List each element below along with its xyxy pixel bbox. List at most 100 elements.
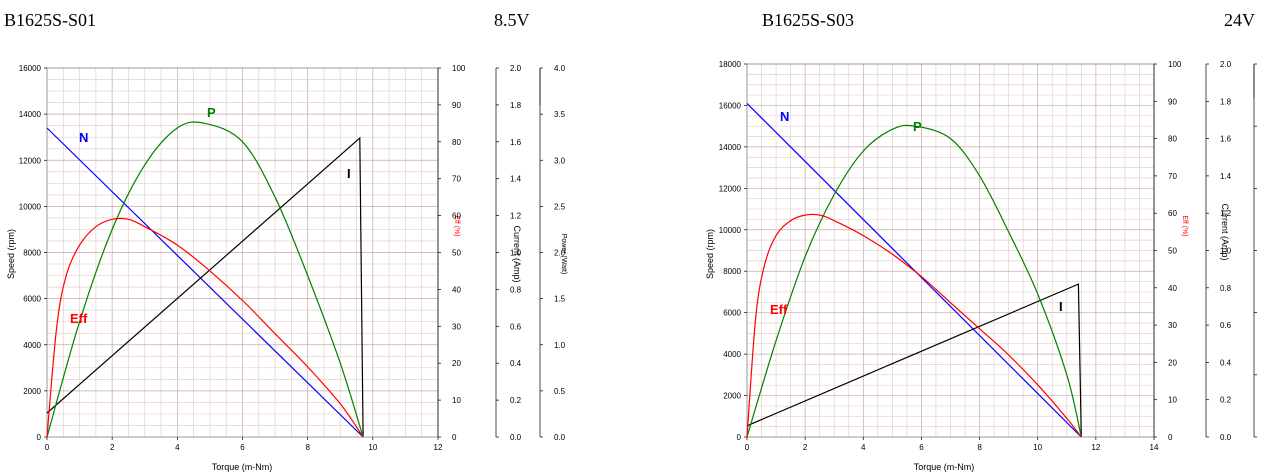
eff-tick-label: 50 bbox=[1168, 247, 1177, 256]
plot-area: 0 2 4 6 8 10 12 0 2000 4000 6000 8000 10000 12000 1400… bbox=[19, 64, 566, 452]
eff-tick-label: 30 bbox=[452, 322, 461, 331]
eff-tick-label: 20 bbox=[1168, 358, 1177, 367]
current-tick-label: 1.8 bbox=[510, 101, 522, 110]
eff-tick-label: 60 bbox=[452, 212, 461, 221]
current-tick-label: 0.0 bbox=[510, 433, 522, 442]
current-axis-label: Current (Amp) bbox=[1220, 203, 1230, 260]
speed-tick-label: 12000 bbox=[719, 184, 742, 193]
eff-tick-label: 50 bbox=[452, 249, 461, 258]
power-tick-label: 3.0 bbox=[554, 156, 566, 165]
eff-tick-label: 10 bbox=[452, 396, 461, 405]
eff-tick-label: 60 bbox=[1168, 209, 1177, 218]
speed-tick-label: 18000 bbox=[719, 60, 742, 69]
x-tick-label: 2 bbox=[803, 443, 808, 452]
current-tick-label: 1.0 bbox=[510, 249, 522, 258]
series-label-n: N bbox=[780, 109, 789, 124]
x-tick-label: 12 bbox=[434, 443, 443, 452]
speed-tick-label: 16000 bbox=[19, 64, 42, 73]
current-tick-label: 2.0 bbox=[510, 64, 522, 73]
x-axis-label: Torque (m-Nm) bbox=[914, 462, 975, 472]
current-tick-label: 1.4 bbox=[1220, 172, 1232, 181]
series-line-i bbox=[46, 136, 364, 438]
eff-tick-label: 100 bbox=[1168, 60, 1182, 69]
eff-tick-label: 40 bbox=[1168, 284, 1177, 293]
x-tick-label: 8 bbox=[977, 443, 982, 452]
power-axis-label: Power (Watt) bbox=[560, 234, 567, 275]
series-label-eff: Eff bbox=[70, 311, 88, 326]
eff-tick-label: 90 bbox=[1168, 97, 1177, 106]
x-tick-label: 4 bbox=[861, 443, 866, 452]
eff-tick-label: 30 bbox=[1168, 321, 1177, 330]
x-tick-label: 6 bbox=[919, 443, 924, 452]
series-line-eff bbox=[46, 217, 364, 438]
speed-tick-label: 2000 bbox=[723, 392, 741, 401]
x-tick-label: 8 bbox=[305, 443, 310, 452]
speed-tick-label: 10000 bbox=[19, 202, 42, 211]
x-tick-label: 10 bbox=[368, 443, 377, 452]
current-tick-label: 0.2 bbox=[1220, 396, 1232, 405]
x-tick-label: 12 bbox=[1091, 443, 1100, 452]
speed-tick-label: 0 bbox=[737, 433, 742, 442]
eff-axis-label: Eff (%) bbox=[453, 215, 460, 236]
series-label-i: I bbox=[1059, 299, 1063, 314]
current-tick-label: 0.8 bbox=[510, 285, 522, 294]
current-tick-label: 1.6 bbox=[1220, 135, 1232, 144]
voltage-title: 8.5V bbox=[494, 10, 530, 30]
speed-tick-label: 8000 bbox=[723, 267, 741, 276]
x-tick-label: 0 bbox=[745, 443, 750, 452]
speed-tick-label: 4000 bbox=[23, 341, 41, 350]
power-tick-label: 0.5 bbox=[554, 387, 566, 396]
eff-tick-label: 80 bbox=[452, 138, 461, 147]
power-tick-label: 3.5 bbox=[554, 110, 566, 119]
power-tick-label: 2.0 bbox=[554, 249, 566, 258]
series-label-p: P bbox=[207, 105, 216, 120]
series-line-p bbox=[746, 124, 1082, 438]
current-tick-label: 0.2 bbox=[510, 396, 522, 405]
eff-tick-label: 10 bbox=[1168, 396, 1177, 405]
series-line-n bbox=[46, 127, 364, 438]
model-title: B1625S-S01 bbox=[4, 10, 96, 30]
gridlines bbox=[47, 68, 438, 437]
speed-tick-label: 0 bbox=[37, 433, 42, 442]
eff-tick-label: 100 bbox=[452, 64, 466, 73]
speed-tick-label: 2000 bbox=[23, 387, 41, 396]
x-tick-label: 2 bbox=[110, 443, 115, 452]
power-tick-label: 1.5 bbox=[554, 295, 566, 304]
plot-area: 0 2 4 6 8 10 12 14 0 2000 4000 6000 8000 10000 12000 14… bbox=[719, 60, 1257, 452]
series-label-i: I bbox=[347, 166, 351, 181]
series-label-p: P bbox=[913, 119, 922, 134]
power-tick-label: 4.0 bbox=[554, 64, 566, 73]
eff-tick-label: 20 bbox=[452, 359, 461, 368]
eff-tick-label: 0 bbox=[1168, 433, 1173, 442]
current-tick-label: 0.0 bbox=[1220, 433, 1232, 442]
speed-tick-label: 12000 bbox=[19, 156, 42, 165]
current-tick-label: 1.6 bbox=[510, 138, 522, 147]
power-tick-label: 2.5 bbox=[554, 202, 566, 211]
x-tick-label: 14 bbox=[1150, 443, 1159, 452]
model-title: B1625S-S03 bbox=[762, 10, 854, 30]
gridlines bbox=[747, 64, 1154, 437]
series-line-p bbox=[46, 121, 364, 438]
speed-tick-label: 14000 bbox=[719, 143, 742, 152]
current-tick-label: 1.2 bbox=[510, 212, 522, 221]
speed-axis-label: Speed (rpm) bbox=[705, 229, 715, 279]
speed-tick-label: 6000 bbox=[23, 295, 41, 304]
power-tick-label: 0.0 bbox=[554, 433, 566, 442]
series-label-eff: Eff bbox=[770, 302, 788, 317]
eff-tick-label: 90 bbox=[452, 101, 461, 110]
power-tick-label: 1.0 bbox=[554, 341, 566, 350]
current-axis-label: Current (Amp) bbox=[512, 225, 522, 282]
current-tick-label: 0.6 bbox=[510, 322, 522, 331]
x-tick-label: 4 bbox=[175, 443, 180, 452]
eff-tick-label: 70 bbox=[1168, 172, 1177, 181]
x-tick-label: 10 bbox=[1033, 443, 1042, 452]
speed-tick-label: 16000 bbox=[719, 101, 742, 110]
eff-tick-label: 0 bbox=[452, 433, 457, 442]
current-tick-label: 0.4 bbox=[1220, 358, 1232, 367]
current-tick-label: 0.8 bbox=[1220, 284, 1232, 293]
current-tick-label: 1.8 bbox=[1220, 97, 1232, 106]
chart-b1625s-s03: B1625S-S03 24V Torque (m-Nm) Speed (rpm)… bbox=[705, 10, 1257, 472]
chart-b1625s-s01: B1625S-S01 8.5V Torque (m-Nm) Speed (rpm… bbox=[4, 10, 567, 472]
speed-tick-label: 8000 bbox=[23, 249, 41, 258]
